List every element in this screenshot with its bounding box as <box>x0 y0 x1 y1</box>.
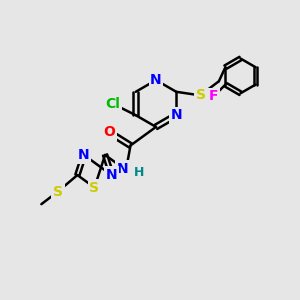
Text: H: H <box>134 166 144 179</box>
Text: N: N <box>150 73 162 87</box>
Text: N: N <box>170 108 182 122</box>
Text: S: S <box>89 181 100 194</box>
Text: N: N <box>78 148 90 162</box>
Text: S: S <box>196 88 206 102</box>
Text: N: N <box>106 168 117 182</box>
Text: F: F <box>209 89 218 103</box>
Text: N: N <box>117 162 128 176</box>
Text: O: O <box>103 125 115 139</box>
Text: Cl: Cl <box>106 97 120 111</box>
Text: S: S <box>53 184 63 199</box>
